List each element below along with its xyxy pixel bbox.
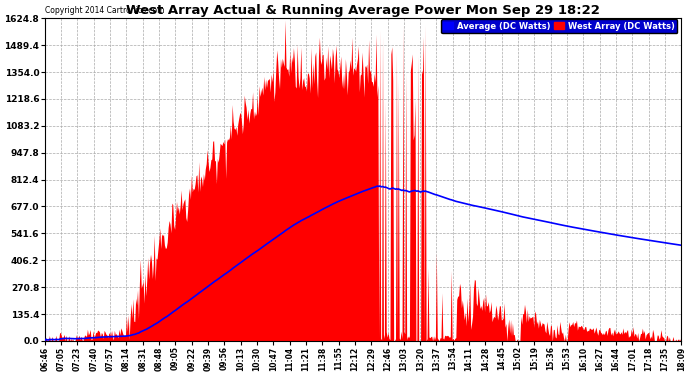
Title: West Array Actual & Running Average Power Mon Sep 29 18:22: West Array Actual & Running Average Powe… (126, 4, 600, 17)
Text: Copyright 2014 Cartronics.com: Copyright 2014 Cartronics.com (45, 6, 164, 15)
Legend: Average (DC Watts), West Array (DC Watts): Average (DC Watts), West Array (DC Watts… (441, 19, 677, 33)
